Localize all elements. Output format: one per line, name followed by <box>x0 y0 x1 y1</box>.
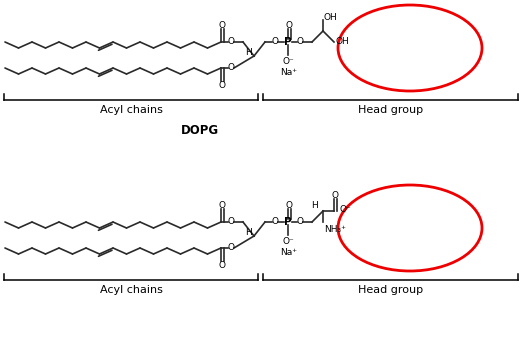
Text: O: O <box>218 21 226 29</box>
Text: O⁻: O⁻ <box>282 57 294 66</box>
Text: O⁻: O⁻ <box>339 206 351 215</box>
Text: Acyl chains: Acyl chains <box>100 285 162 295</box>
Text: O: O <box>271 218 278 227</box>
Text: P: P <box>284 37 292 47</box>
Text: H: H <box>312 201 318 210</box>
Text: O: O <box>286 21 292 29</box>
Text: Acyl chains: Acyl chains <box>100 105 162 115</box>
Text: O: O <box>331 190 339 199</box>
Text: O: O <box>297 218 303 227</box>
Text: Head group: Head group <box>358 105 423 115</box>
Text: O: O <box>227 38 235 46</box>
Text: O: O <box>218 261 226 269</box>
Text: O: O <box>227 63 235 72</box>
Text: O: O <box>286 201 292 210</box>
Text: O: O <box>297 38 303 46</box>
Text: O: O <box>227 218 235 227</box>
Text: O: O <box>218 201 226 210</box>
Text: Na⁺: Na⁺ <box>280 248 298 257</box>
Text: NH₃⁺: NH₃⁺ <box>324 225 346 234</box>
Text: OH: OH <box>324 13 338 21</box>
Text: P: P <box>284 217 292 227</box>
Text: O⁻: O⁻ <box>282 237 294 246</box>
Text: Na⁺: Na⁺ <box>280 68 298 77</box>
Text: O: O <box>218 80 226 89</box>
Text: H: H <box>245 48 252 57</box>
Text: O: O <box>227 244 235 253</box>
Text: DOPG: DOPG <box>181 123 219 136</box>
Text: Head group: Head group <box>358 285 423 295</box>
Text: H: H <box>245 228 252 237</box>
Text: OH: OH <box>335 38 349 46</box>
Text: O: O <box>271 38 278 46</box>
